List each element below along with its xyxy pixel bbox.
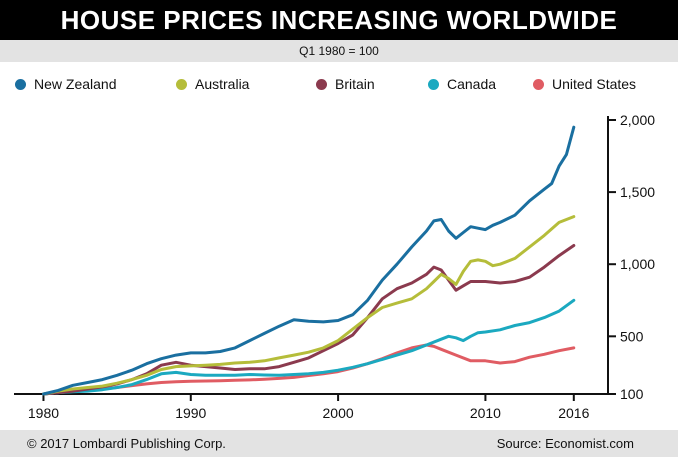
y-tick-label-500: 500	[620, 328, 644, 344]
legend-item-new-zealand: New Zealand	[15, 76, 117, 92]
x-tick-label-1990: 1990	[175, 405, 206, 421]
legend-marker-australia	[176, 78, 187, 90]
series-line-new-zealand	[42, 125, 576, 396]
legend-marker-britain	[316, 78, 327, 90]
legend-item-britain: Britain	[316, 76, 375, 92]
series-line-canada	[42, 298, 576, 396]
y-tick-label-1500: 1,500	[620, 184, 655, 200]
x-tick-label-1980: 1980	[28, 405, 59, 421]
legend-label-united-states: United States	[552, 76, 637, 92]
legend-item-australia: Australia	[176, 76, 249, 92]
legend-item-canada: Canada	[428, 76, 496, 92]
x-tick-label-2010: 2010	[470, 405, 501, 421]
footer-bar: © 2017 Lombardi Publishing Corp. Source:…	[0, 430, 678, 457]
x-tick-label-2000: 2000	[323, 405, 354, 421]
legend-marker-new-zealand	[15, 78, 26, 90]
legend-label-canada: Canada	[447, 76, 497, 92]
legend: New Zealand Australia Britain Canada Uni…	[0, 72, 678, 98]
legend-label-australia: Australia	[195, 76, 250, 92]
y-tick-label-100: 100	[620, 386, 644, 402]
y-tick-label-1000: 1,000	[620, 256, 655, 272]
legend-label-britain: Britain	[335, 76, 375, 92]
series-line-australia	[42, 215, 576, 396]
chart-title: HOUSE PRICES INCREASING WORLDWIDE	[0, 0, 678, 40]
legend-marker-canada	[428, 78, 439, 90]
legend-label-new-zealand: New Zealand	[34, 76, 117, 92]
y-tick-label-2000: 2,000	[620, 112, 655, 128]
x-tick-label-2016: 2016	[558, 405, 589, 421]
chart-subtitle: Q1 1980 = 100	[0, 40, 678, 62]
legend-marker-united-states	[533, 78, 544, 90]
source-text: Source: Economist.com	[496, 436, 634, 451]
legend-item-united-states: United States	[533, 76, 636, 92]
copyright-text: © 2017 Lombardi Publishing Corp.	[27, 436, 226, 451]
